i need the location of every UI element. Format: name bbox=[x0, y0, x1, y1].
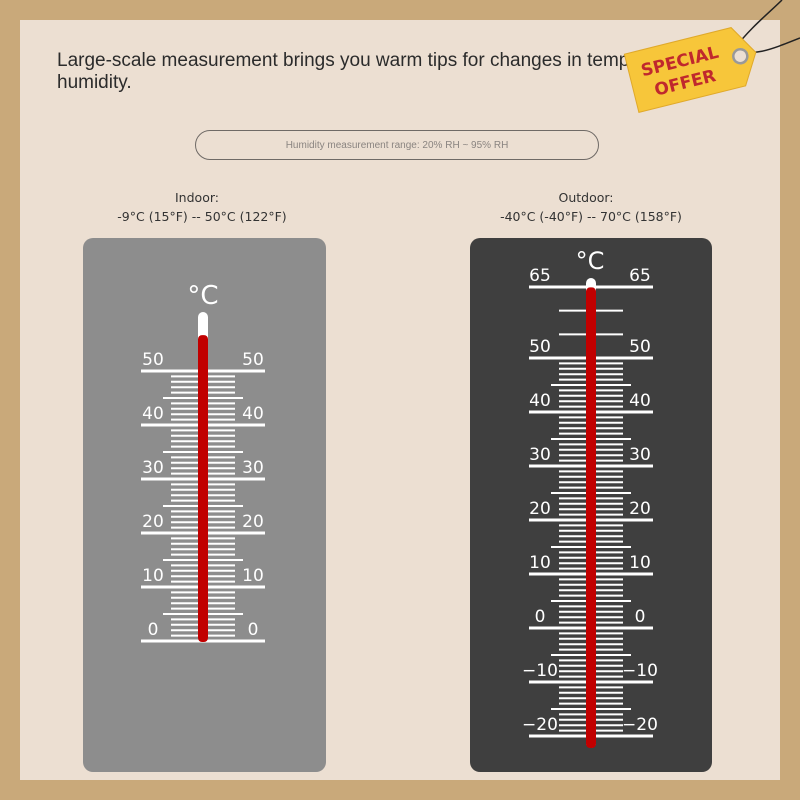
outdoor-mercury-column bbox=[586, 287, 596, 748]
outdoor-tick-label-right: −20 bbox=[622, 715, 658, 735]
outdoor-tick-label-left: 40 bbox=[529, 391, 551, 411]
outdoor-tick-label-right: 65 bbox=[629, 266, 651, 286]
outdoor-label: Outdoor: bbox=[558, 190, 614, 205]
outdoor-tick-label-right: 20 bbox=[629, 499, 651, 519]
outdoor-tick-label-left: 30 bbox=[529, 445, 551, 465]
indoor-tick-label-left: 30 bbox=[142, 458, 164, 478]
indoor-range: -9°C (15°F) -- 50°C (122°F) bbox=[117, 209, 287, 224]
outdoor-tick-label-right: −10 bbox=[622, 661, 658, 681]
outdoor-tick-label-left: −20 bbox=[522, 715, 558, 735]
outdoor-tick-label-right: 40 bbox=[629, 391, 651, 411]
outdoor-tick-label-left: 0 bbox=[535, 607, 546, 627]
indoor-mercury-column bbox=[198, 335, 208, 642]
indoor-tick-label-right: 0 bbox=[248, 620, 259, 640]
special-offer-badge: SPECIAL OFFER bbox=[623, 0, 800, 114]
outdoor-unit-label: °C bbox=[576, 247, 605, 275]
outdoor-tick-label-left: 50 bbox=[529, 337, 551, 357]
badge-tag-shape bbox=[623, 27, 757, 114]
outdoor-tick-label-left: 10 bbox=[529, 553, 551, 573]
indoor-tick-label-left: 10 bbox=[142, 566, 164, 586]
indoor-thermometer: °C 50 50 40 40 30 30 20 20 10 10 0 0 bbox=[83, 238, 326, 772]
indoor-tick-label-right: 40 bbox=[242, 404, 264, 424]
indoor-tick-label-right: 50 bbox=[242, 350, 264, 370]
humidity-range-text: Humidity measurement range: 20% RH ~ 95%… bbox=[285, 139, 509, 151]
indoor-label: Indoor: bbox=[175, 190, 219, 205]
outdoor-tick-label-left: 20 bbox=[529, 499, 551, 519]
outdoor-thermometer: °C 65 65 50 50 40 40 30 30 20 20 10 10 0 0 −10 −10 −20 −2… bbox=[470, 238, 712, 772]
outdoor-tick-label-right: 50 bbox=[629, 337, 651, 357]
indoor-tick-label-left: 20 bbox=[142, 512, 164, 532]
indoor-tick-label-left: 40 bbox=[142, 404, 164, 424]
outdoor-tick-label-left: −10 bbox=[522, 661, 558, 681]
indoor-tick-label-left: 0 bbox=[148, 620, 159, 640]
humidity-range-pill: Humidity measurement range: 20% RH ~ 95%… bbox=[195, 130, 599, 160]
badge-eyelet bbox=[732, 47, 749, 65]
outdoor-tick-label-left: 65 bbox=[529, 266, 551, 286]
outdoor-tick-label-right: 10 bbox=[629, 553, 651, 573]
outdoor-range: -40°C (-40°F) -- 70°C (158°F) bbox=[500, 209, 682, 224]
indoor-tick-label-right: 20 bbox=[242, 512, 264, 532]
indoor-tick-label-right: 10 bbox=[242, 566, 264, 586]
indoor-tick-label-left: 50 bbox=[142, 350, 164, 370]
indoor-unit-label: °C bbox=[187, 281, 218, 311]
outdoor-tick-label-right: 30 bbox=[629, 445, 651, 465]
outdoor-tick-label-right: 0 bbox=[635, 607, 646, 627]
indoor-tick-label-right: 30 bbox=[242, 458, 264, 478]
headline-text: Large-scale measurement brings you warm … bbox=[57, 50, 630, 93]
